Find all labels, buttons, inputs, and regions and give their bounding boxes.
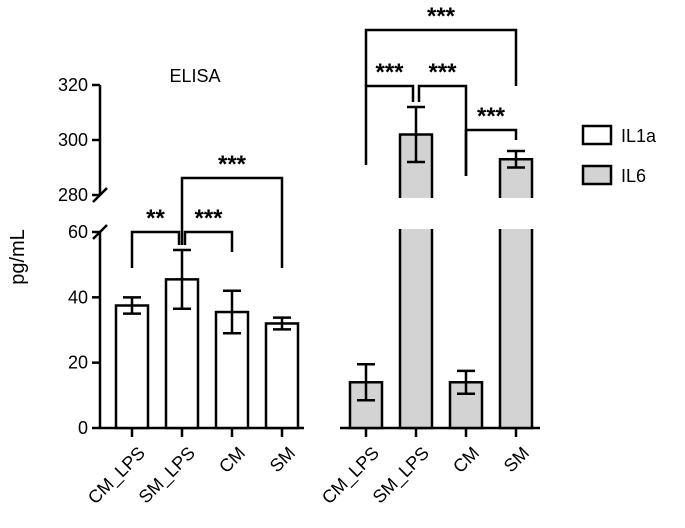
legend-label-il6: IL6 xyxy=(621,166,646,186)
legend: IL1a IL6 xyxy=(581,124,657,186)
y-tick-label: 280 xyxy=(58,185,88,205)
y-axis-label: pg/mL xyxy=(7,229,29,285)
significance-label: *** xyxy=(428,59,457,86)
y-tick-label: 20 xyxy=(68,353,88,373)
legend-label-il1a: IL1a xyxy=(621,126,657,146)
bar-il6-sm-lps xyxy=(398,133,434,430)
significance-label: ** xyxy=(146,205,165,232)
significance-bracket xyxy=(364,28,518,86)
significance-bracket xyxy=(130,230,181,268)
bar-break-gap xyxy=(497,198,535,229)
x-category-label: CM xyxy=(449,443,483,477)
y-tick-label: 60 xyxy=(68,222,88,242)
bar-break-gap xyxy=(397,198,435,229)
y-tick-label: 40 xyxy=(68,287,88,307)
y-tick-label: 0 xyxy=(78,418,88,438)
y-tick-label: 300 xyxy=(58,130,88,150)
significance-label: *** xyxy=(218,151,247,178)
bar-il1a-sm xyxy=(264,322,300,430)
x-category-label: SM xyxy=(500,443,533,476)
significance-label: *** xyxy=(477,103,506,130)
legend-swatch-il1a xyxy=(581,124,613,146)
bar-il1a-cm-lps xyxy=(114,304,150,430)
legend-swatch-il6 xyxy=(581,164,613,186)
significance-label: *** xyxy=(194,205,223,232)
significance-bracket xyxy=(180,176,284,268)
significance-label: *** xyxy=(375,59,404,86)
x-category-label: CM xyxy=(215,443,249,477)
x-category-label: SM xyxy=(266,443,299,476)
y-tick-label: 320 xyxy=(58,75,88,95)
chart-title: ELISA xyxy=(169,66,220,86)
significance-label: *** xyxy=(427,3,456,30)
significance-bracket xyxy=(183,230,234,252)
significance-bracket xyxy=(364,84,415,165)
significance-bracket xyxy=(464,128,518,176)
